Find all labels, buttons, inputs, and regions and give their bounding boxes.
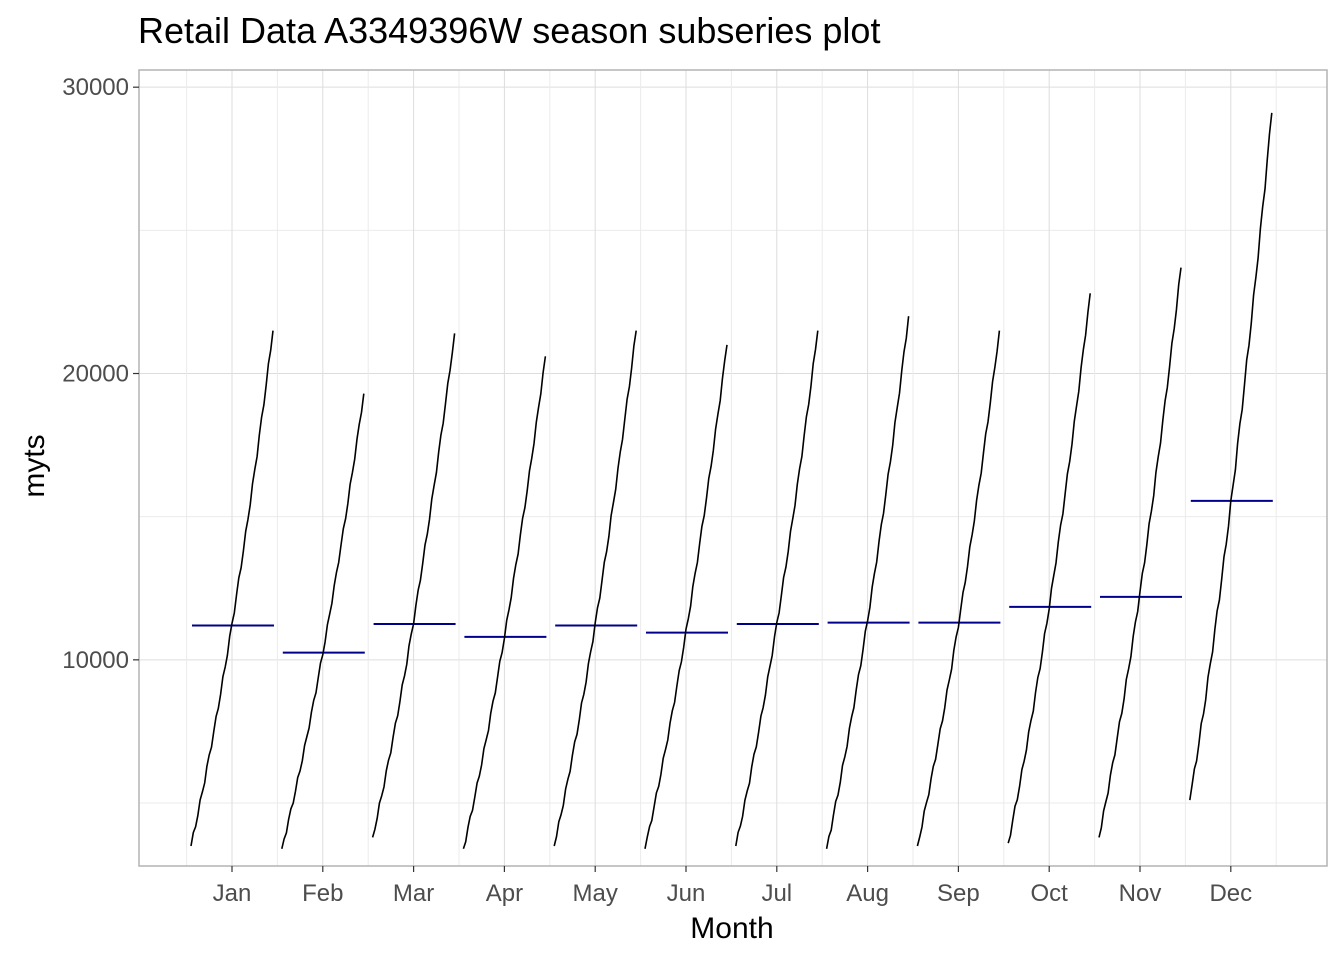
- series-line-aug: [825, 316, 910, 849]
- chart-title: Retail Data A3349396W season subseries p…: [138, 10, 881, 51]
- mean-lines: [192, 499, 1273, 654]
- x-tick-label-dec: Dec: [1209, 880, 1252, 907]
- x-tick-label-jul: Jul: [761, 880, 792, 907]
- y-tick-label: 20000: [62, 361, 129, 388]
- series-line-feb: [281, 393, 365, 849]
- x-tick-label-mar: Mar: [393, 880, 434, 907]
- x-tick-label-apr: Apr: [486, 880, 523, 907]
- grid-lines: [139, 70, 1327, 866]
- series-line-may: [553, 330, 637, 847]
- x-tick-label-jan: Jan: [213, 880, 252, 907]
- x-tick-label-sep: Sep: [937, 880, 980, 907]
- series-line-oct: [1007, 293, 1091, 844]
- x-tick-label-aug: Aug: [846, 880, 889, 907]
- x-tick-label-nov: Nov: [1119, 880, 1162, 907]
- y-tick-label: 30000: [62, 74, 129, 101]
- x-tick-label-jun: Jun: [667, 880, 706, 907]
- series-lines: [190, 112, 1273, 850]
- panel-border: [138, 69, 1328, 867]
- y-axis-ticks: 10000 20000 30000: [62, 74, 139, 674]
- x-tick-label-oct: Oct: [1031, 880, 1069, 907]
- series-line-jan: [190, 330, 274, 847]
- x-tick-label-feb: Feb: [302, 880, 343, 907]
- x-tick-label-may: May: [573, 880, 618, 907]
- y-axis-title: myts: [18, 434, 51, 497]
- series-line-jun: [644, 344, 728, 849]
- y-tick-label: 10000: [62, 647, 129, 674]
- series-line-sep: [916, 330, 1001, 847]
- series-line-mar: [371, 333, 456, 838]
- series-line-jul: [735, 330, 819, 847]
- x-axis-ticks: Jan Feb Mar Apr May Jun Jul Aug Sep Oct Nov Dec: [213, 866, 1252, 907]
- series-line-apr: [462, 356, 547, 850]
- x-axis-title: Month: [690, 912, 773, 945]
- series-line-dec: [1189, 112, 1273, 801]
- series-line-nov: [1098, 267, 1182, 838]
